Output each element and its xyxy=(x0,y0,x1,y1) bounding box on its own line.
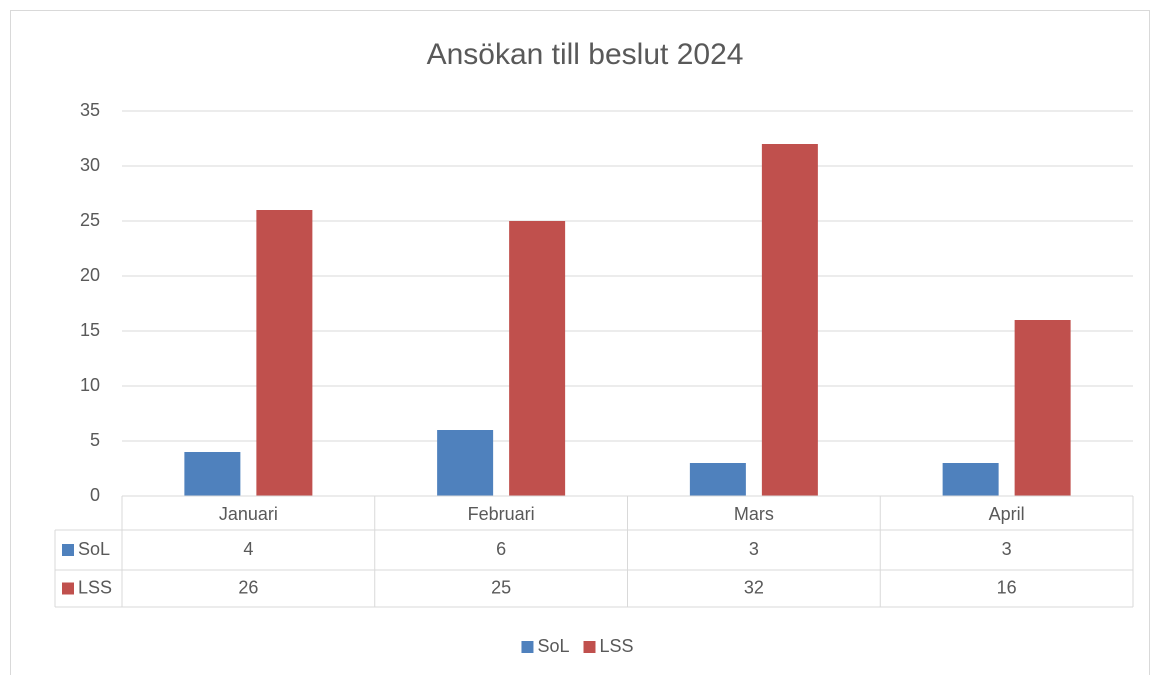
legend-key xyxy=(521,641,534,653)
bar xyxy=(689,463,746,496)
table-legend-key xyxy=(62,582,74,595)
x-tick-label: Januari xyxy=(219,504,278,524)
bar xyxy=(184,452,241,496)
y-tick-label: 20 xyxy=(80,265,100,285)
y-tick-label: 0 xyxy=(90,485,100,505)
x-tick-label: Mars xyxy=(734,504,774,524)
bar xyxy=(1014,320,1071,496)
bar xyxy=(761,144,818,496)
y-tick-label: 5 xyxy=(90,430,100,450)
bar xyxy=(437,430,494,496)
x-tick-label: Februari xyxy=(468,504,535,524)
table-value: 4 xyxy=(243,539,253,559)
chart-title: Ansökan till beslut 2024 xyxy=(427,38,744,71)
legend-key xyxy=(583,641,596,653)
table-value: 3 xyxy=(1002,539,1012,559)
y-tick-label: 15 xyxy=(80,320,100,340)
y-tick-label: 35 xyxy=(80,100,100,120)
table-legend-key xyxy=(62,544,74,556)
y-tick-label: 10 xyxy=(80,375,100,395)
table-value: 32 xyxy=(744,577,764,597)
chart-border xyxy=(10,10,1150,675)
table-value: 6 xyxy=(496,539,506,559)
table-value: 26 xyxy=(238,577,258,597)
legend-label: LSS xyxy=(600,636,634,656)
y-tick-label: 25 xyxy=(80,210,100,230)
table-series-name: LSS xyxy=(78,577,112,597)
bar xyxy=(509,221,566,496)
table-series-name: SoL xyxy=(78,539,110,559)
bar xyxy=(942,463,999,496)
legend-label: SoL xyxy=(537,636,569,656)
table-value: 16 xyxy=(997,577,1017,597)
x-tick-label: April xyxy=(989,504,1025,524)
table-value: 3 xyxy=(749,539,759,559)
table-value: 25 xyxy=(491,577,511,597)
y-tick-label: 30 xyxy=(80,155,100,175)
bar xyxy=(256,210,313,496)
